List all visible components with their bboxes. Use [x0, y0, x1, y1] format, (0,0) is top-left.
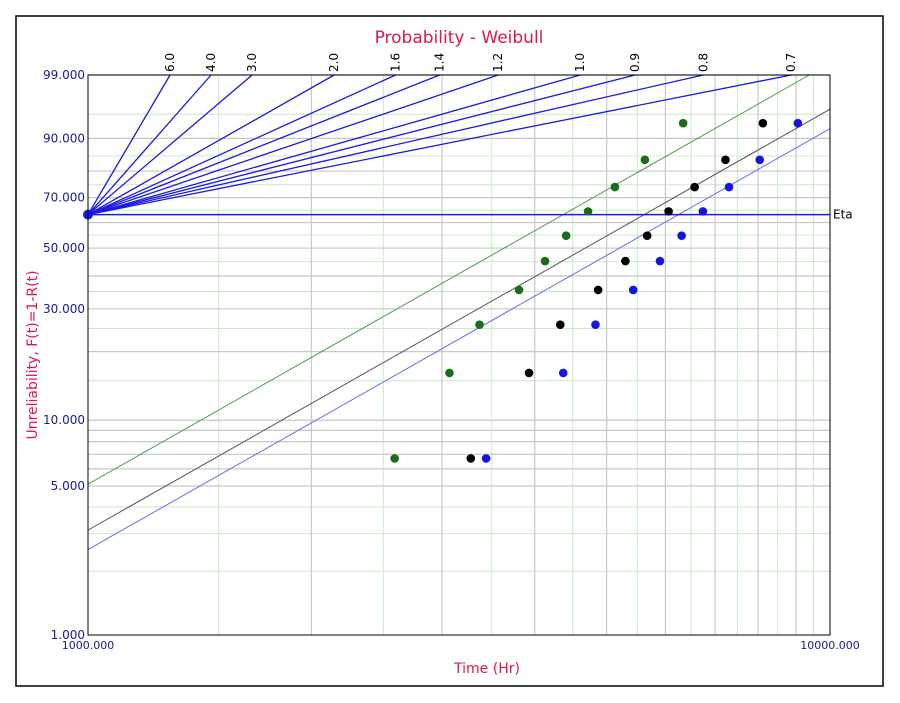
data-point [475, 320, 484, 329]
data-point [698, 207, 708, 216]
data-point [466, 454, 476, 463]
beta-scale-line [87, 74, 253, 216]
beta-scale-label: 4.0 [204, 53, 218, 72]
x-axis-title: Time (Hr) [453, 661, 520, 677]
x-tick-label: 1000.000 [62, 639, 115, 652]
data-point [758, 118, 768, 128]
data-point [677, 231, 686, 240]
y-tick-label: 90.000 [43, 131, 85, 145]
beta-scale-line [87, 74, 792, 216]
y-tick-label: 1.000 [51, 628, 85, 642]
beta-scale-label: 0.8 [696, 53, 710, 72]
data-point [593, 285, 603, 295]
beta-scale-line [87, 74, 440, 216]
y-tick-labels: 1.000 5.000 10.000 30.000 50.000 70.000 90.000… [43, 68, 85, 642]
fit-lines [87, 74, 831, 550]
data-point [793, 118, 803, 128]
data-point [678, 118, 688, 128]
data-point [591, 320, 600, 329]
beta-scale-line [87, 74, 396, 216]
beta-scale-line [87, 74, 581, 216]
beta-scale-label: 6.0 [163, 53, 177, 72]
data-point [390, 454, 399, 463]
beta-scale-line [87, 74, 704, 216]
x-tick-label: 10000.000 [800, 639, 860, 652]
data-point [555, 320, 565, 329]
eta-label: Eta [833, 208, 853, 222]
data-point [583, 207, 593, 216]
plot-area-border [87, 74, 831, 636]
data-point [610, 182, 620, 192]
data-point [724, 182, 734, 192]
beta-scale-labels: 6.0 4.0 3.0 2.0 1.6 1.4 1.2 1.0 0.9 0.8 0.7 Eta [163, 53, 853, 222]
data-point [655, 256, 665, 266]
y-tick-label: 70.000 [43, 191, 85, 205]
data-point [664, 207, 673, 216]
chart-frame [15, 15, 884, 687]
data-point [721, 155, 730, 165]
beta-scale-lines [83, 74, 830, 220]
data-point [640, 155, 650, 165]
beta-scale-label: 1.2 [491, 53, 505, 72]
fit-line [87, 74, 810, 485]
data-point [540, 256, 550, 266]
y-tick-label: 99.000 [43, 68, 85, 82]
data-point [642, 231, 652, 240]
beta-scale-label: 1.0 [573, 53, 587, 72]
major-grid [88, 74, 830, 635]
data-point [558, 368, 568, 378]
y-tick-label: 50.000 [43, 241, 85, 255]
y-tick-label: 10.000 [43, 413, 85, 427]
data-point [481, 454, 491, 463]
data-points [390, 118, 803, 463]
beta-scale-line [87, 74, 171, 215]
beta-scale-label: 0.7 [784, 53, 798, 72]
beta-scale-line [87, 74, 636, 216]
beta-scale-label: 3.0 [245, 53, 259, 72]
beta-scale-line [87, 74, 335, 216]
data-point [690, 182, 699, 192]
beta-scale-label: 1.6 [389, 53, 403, 72]
data-point [561, 231, 571, 240]
beta-scale-label: 0.9 [628, 53, 642, 72]
data-point [524, 368, 534, 378]
data-point [514, 285, 524, 295]
x-tick-labels: 1000.000 10000.000 [62, 639, 860, 652]
y-tick-label: 5.000 [51, 479, 85, 493]
y-axis-title: Unreliability, F(t)=1-R(t) [25, 270, 41, 439]
data-point [621, 256, 630, 266]
data-point [628, 285, 638, 295]
beta-scale-label: 1.4 [433, 53, 447, 72]
fit-line [87, 108, 831, 531]
beta-scale-line [87, 74, 212, 216]
data-point [755, 155, 764, 165]
data-point [445, 368, 454, 378]
y-tick-label: 30.000 [43, 302, 85, 316]
fit-line [87, 128, 831, 550]
beta-scale-line [87, 74, 499, 216]
beta-scale-label: 2.0 [327, 53, 341, 72]
chart-title: Probability - Weibull [375, 28, 544, 48]
